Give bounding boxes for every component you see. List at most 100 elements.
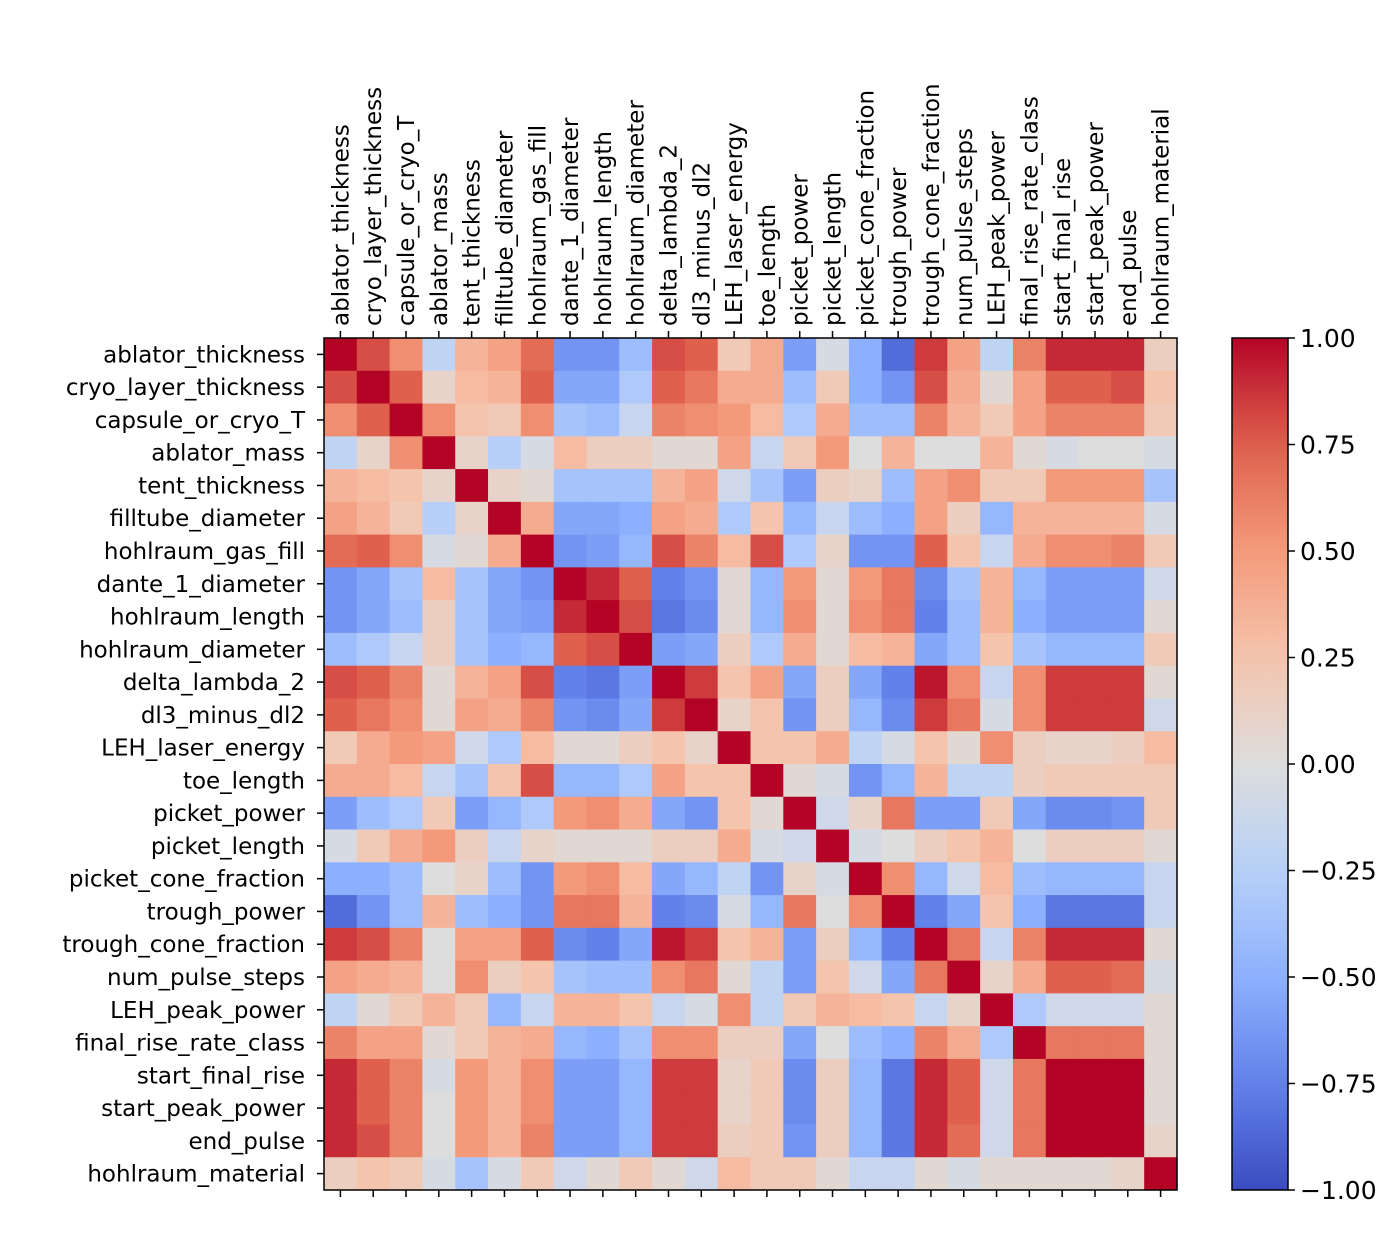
heatmap-cell (881, 501, 916, 536)
heatmap-cell (881, 698, 916, 732)
heatmap-cell (684, 436, 719, 470)
heatmap-cell (816, 1058, 850, 1093)
heatmap-cell (750, 796, 784, 831)
heatmap-cell (652, 534, 686, 568)
heatmap-cell (914, 501, 948, 536)
heatmap-cell (520, 862, 555, 896)
heatmap-cell (389, 469, 424, 503)
heatmap-cell (455, 993, 489, 1027)
heatmap-cell (1045, 534, 1080, 568)
heatmap-cell (422, 1026, 456, 1060)
heatmap-cell (324, 600, 358, 634)
heatmap-cell (750, 567, 784, 601)
heatmap-cell (389, 829, 424, 863)
heatmap-cell (586, 338, 620, 372)
heatmap-cell (389, 632, 424, 667)
heatmap-cell (389, 1058, 424, 1093)
heatmap-cell (652, 796, 686, 831)
x-tick-label: toe_length (755, 204, 781, 326)
heatmap-cell (356, 1091, 391, 1126)
heatmap-cell (356, 501, 391, 536)
heatmap-cell (1144, 698, 1178, 732)
heatmap-cell (783, 993, 817, 1027)
heatmap-cell (619, 534, 653, 568)
heatmap-cell (816, 469, 850, 503)
heatmap-cell (980, 764, 1014, 798)
heatmap-cell (914, 993, 948, 1027)
heatmap-cell (520, 403, 555, 437)
y-tick-label: picket_cone_fraction (69, 867, 305, 893)
heatmap-cell (389, 338, 424, 372)
heatmap-cell (1144, 796, 1178, 831)
heatmap-cell (488, 731, 522, 765)
heatmap-cell (816, 764, 850, 798)
heatmap-cell (980, 436, 1014, 470)
heatmap-cell (553, 1058, 588, 1093)
heatmap-cell (1111, 731, 1145, 765)
heatmap-cell (619, 632, 653, 667)
heatmap-cell (717, 665, 752, 700)
y-tick-label: start_peak_power (101, 1096, 305, 1122)
heatmap-cell (324, 632, 358, 667)
heatmap-cell (422, 665, 456, 700)
x-tick-label: num_pulse_steps (952, 128, 978, 326)
heatmap-cell (586, 960, 620, 994)
heatmap-cell (684, 665, 719, 700)
heatmap-cell (520, 1026, 555, 1060)
heatmap-cell (520, 895, 555, 929)
x-tick-label: end_pulse (1116, 209, 1142, 326)
heatmap-cell (816, 534, 850, 568)
heatmap-cell (848, 600, 883, 634)
heatmap-cell (520, 1091, 555, 1126)
heatmap-cell (816, 1124, 850, 1158)
heatmap-cell (717, 567, 752, 601)
heatmap-cell (783, 1157, 817, 1191)
heatmap-cell (520, 501, 555, 536)
heatmap-cell (619, 436, 653, 470)
heatmap-cell (1144, 731, 1178, 765)
heatmap-cell (1111, 1124, 1145, 1158)
x-tick-label: dante_1_diameter (558, 117, 584, 326)
heatmap-cell (324, 731, 358, 765)
heatmap-cell (652, 895, 686, 929)
x-tick-label: LEH_peak_power (985, 131, 1011, 326)
heatmap-cell (652, 567, 686, 601)
heatmap-cell (980, 829, 1014, 863)
heatmap-cell (1012, 1091, 1047, 1126)
heatmap-cell (947, 632, 981, 667)
heatmap-cell (980, 895, 1014, 929)
heatmap-cell (980, 1058, 1014, 1093)
heatmap-cell (1045, 993, 1080, 1027)
heatmap-cell (783, 1058, 817, 1093)
heatmap-cell (750, 960, 784, 994)
heatmap-cell (881, 829, 916, 863)
heatmap-cell (881, 600, 916, 634)
heatmap-cell (520, 731, 555, 765)
heatmap-cell (324, 469, 358, 503)
heatmap-cell (553, 600, 588, 634)
heatmap-cell (848, 1091, 883, 1126)
heatmap-cell (947, 796, 981, 831)
heatmap-cell (356, 731, 391, 765)
heatmap-cell (1012, 469, 1047, 503)
heatmap-cell (422, 764, 456, 798)
heatmap-cell (1012, 600, 1047, 634)
heatmap-cell (455, 1091, 489, 1126)
heatmap-cell (816, 895, 850, 929)
heatmap-cell (1012, 436, 1047, 470)
heatmap-cell (1012, 993, 1047, 1027)
heatmap-cell (816, 436, 850, 470)
heatmap-cell (783, 829, 817, 863)
heatmap-cell (684, 960, 719, 994)
heatmap-cell (619, 501, 653, 536)
heatmap-cell (553, 665, 588, 700)
heatmap-cell (520, 370, 555, 405)
heatmap-cell (422, 796, 456, 831)
heatmap-cell (619, 1124, 653, 1158)
heatmap-cell (488, 862, 522, 896)
y-tick-label: trough_power (147, 900, 306, 926)
heatmap-cell (1045, 796, 1080, 831)
heatmap-cell (520, 665, 555, 700)
heatmap-cell (652, 338, 686, 372)
heatmap-cell (356, 993, 391, 1027)
